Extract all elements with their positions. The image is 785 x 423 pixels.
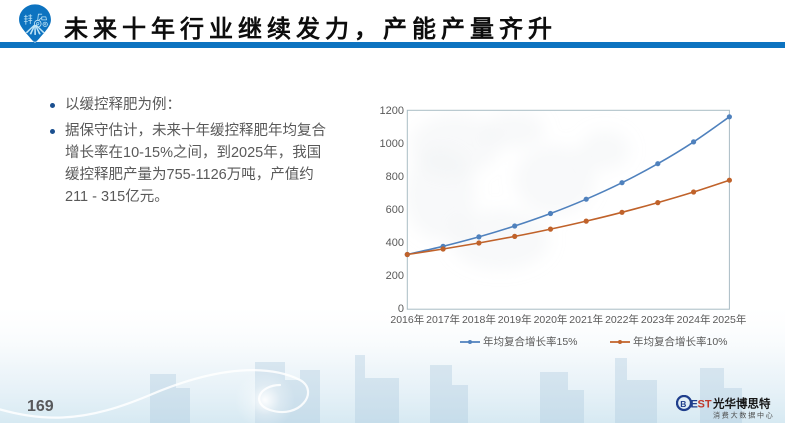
svg-text:2021年: 2021年 [569,313,603,326]
svg-text:B: B [680,399,686,409]
svg-text:400: 400 [386,237,404,249]
svg-text:2019年: 2019年 [498,313,532,326]
svg-text:800: 800 [386,171,404,183]
svg-text:1000: 1000 [380,138,404,150]
svg-text:2020年: 2020年 [534,313,568,326]
svg-text:年均复合增长率10%: 年均复合增长率10% [633,335,728,348]
svg-text:ST: ST [698,398,712,410]
svg-text:2024年: 2024年 [677,313,711,326]
svg-text:2025年: 2025年 [712,313,746,326]
svg-text:光华博思特: 光华博思特 [712,397,771,411]
svg-text:1200: 1200 [380,105,404,117]
svg-text:2017年: 2017年 [426,313,460,326]
svg-text:消费大数据中心: 消费大数据中心 [713,411,775,420]
svg-text:2016年: 2016年 [390,313,424,326]
svg-text:200: 200 [386,270,404,282]
svg-text:年均复合增长率15%: 年均复合增长率15% [483,335,578,348]
svg-text:2018年: 2018年 [462,313,496,326]
svg-text:2023年: 2023年 [641,313,675,326]
svg-text:2022年: 2022年 [605,313,639,326]
svg-text:600: 600 [386,204,404,216]
